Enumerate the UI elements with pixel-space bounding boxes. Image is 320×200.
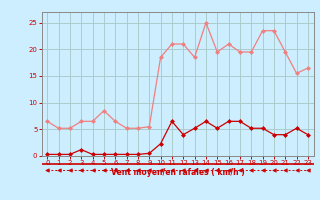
- X-axis label: Vent moyen/en rafales ( km/h ): Vent moyen/en rafales ( km/h ): [111, 168, 244, 177]
